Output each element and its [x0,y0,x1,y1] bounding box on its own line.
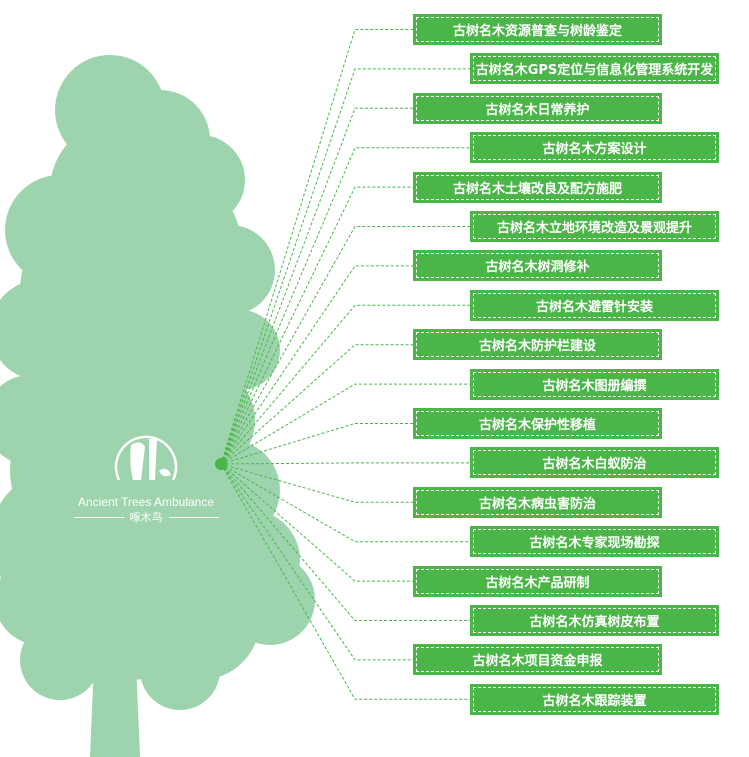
service-box: 古树名木项目资金申报 [413,644,662,676]
service-label: 古树名木仿真树皮布置 [529,615,660,630]
service-label: 古树名木方案设计 [542,142,647,158]
connector-line [220,463,413,661]
service-label: 古树名木立地环境改造及景观提升 [496,221,692,236]
connector-line [220,107,413,465]
connector-line [220,265,413,465]
connector-line [220,463,470,621]
service-box: 古树名木仿真树皮布置 [470,605,719,636]
service-box: 古树名木跟踪装置 [470,683,719,715]
service-label: 古树名木树洞修补 [485,260,590,276]
connector-line [220,68,470,465]
woodpecker-logo-icon [114,435,178,481]
service-box: 古树名木专家现场勘探 [470,526,719,558]
service-box: 古树名木图册编撰 [470,368,719,400]
service-label: 古树名木病虫害防治 [478,496,596,512]
service-label: 古树名木防护栏建设 [478,339,596,355]
connector-line [220,186,413,465]
service-box: 古树名木病虫害防治 [413,486,662,518]
connector-line [220,463,470,543]
service-label: 古树名木图册编撰 [542,378,647,394]
connector-line [220,423,413,465]
connector-line [220,463,470,700]
service-box: 古树名木产品研制 [413,565,662,597]
service-label: 古树名木避雷针安装 [535,299,653,315]
service-label: 古树名木白蚁防治 [542,457,647,473]
connector-line [220,304,470,465]
connector-line [220,29,413,465]
service-label: 古树名木土壤改良及配方施肥 [452,181,622,197]
service-box: 古树名木防护栏建设 [413,329,662,361]
service-label: 古树名木资源普查与树龄鉴定 [452,24,622,39]
service-label: 古树名木项目资金申报 [472,654,603,670]
logo: Ancient Trees Ambulance 啄木鸟 [66,425,226,525]
logo-name-en: Ancient Trees Ambulance [77,495,215,509]
service-label: 古树名木日常养护 [485,102,590,118]
connector-line [220,462,470,465]
service-box: 古树名木方案设计 [470,132,719,164]
connector-line [220,463,413,582]
service-label: 古树名木产品研制 [485,575,590,591]
connector-line [220,383,470,465]
connector-line [220,463,413,503]
service-box: 古树名木避雷针安装 [470,289,719,321]
connector-line [220,226,470,465]
service-box: 古树名木白蚁防治 [470,447,719,479]
service-box: 古树名木土壤改良及配方施肥 [413,171,662,203]
service-label: 古树名木保护性移植 [478,418,596,433]
tree-foliage [20,620,100,700]
service-box: 古树名木日常养护 [413,92,662,124]
service-box: 古树名木GPS定位与信息化管理系统开发 [470,53,719,85]
service-label: 古树名木跟踪装置 [542,693,647,709]
tree-trunk [90,640,140,757]
tree-foliage [140,630,220,710]
service-box: 古树名木资源普查与树龄鉴定 [413,14,662,45]
service-box: 古树名木立地环境改造及景观提升 [470,211,719,242]
service-box: 古树名木树洞修补 [413,250,662,282]
logo-name-cn: 啄木鸟 [129,511,163,524]
service-box: 古树名木保护性移植 [413,408,662,439]
origin-dot [215,458,227,470]
connector-line [220,147,470,465]
service-label: 古树名木GPS定位与信息化管理系统开发 [475,63,714,79]
service-label: 古树名木专家现场勘探 [529,536,660,552]
